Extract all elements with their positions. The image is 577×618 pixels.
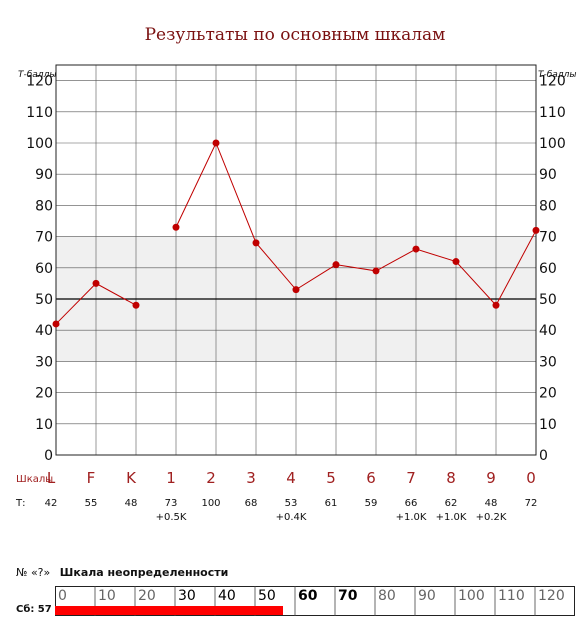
scale-tick-label: 60 [298, 588, 318, 604]
y-tick-label-right: 90 [539, 167, 557, 183]
y-tick-label-right: 70 [539, 230, 557, 246]
scale-tick-label: 80 [378, 588, 396, 604]
data-point-6 [372, 267, 380, 275]
y-tick-label-left: 0 [44, 448, 53, 464]
uncertainty-score-label: Сб: 57 [16, 604, 52, 615]
data-point-7 [412, 245, 420, 253]
t-value-label: 100 [201, 498, 220, 509]
y-tick-label-left: 10 [35, 417, 53, 433]
y-tick-label-left: 100 [26, 136, 53, 152]
x-tick-label: 5 [326, 469, 336, 487]
scale-tick-label: 30 [178, 588, 196, 604]
scale-tick-label: 0 [58, 588, 67, 604]
data-point-L [52, 320, 60, 328]
scale-tick-label: 20 [138, 588, 156, 604]
y-tick-label-right: 30 [539, 354, 557, 370]
y-tick-label-right: 10 [539, 417, 557, 433]
scale-tick-label: 90 [418, 588, 436, 604]
y-tick-label-left: 20 [35, 386, 53, 402]
correction-label: +1.0K [396, 512, 427, 523]
y-axis-label-right: Т-баллы [538, 70, 576, 80]
code-label: «?» [30, 566, 51, 579]
t-value-label: 68 [245, 498, 258, 509]
chart-title: Результаты по основным шкалам [145, 25, 446, 45]
x-tick-label: 0 [526, 469, 536, 487]
y-tick-label-left: 110 [26, 105, 53, 121]
y-tick-label-right: 40 [539, 323, 557, 339]
x-tick-label: 7 [406, 469, 416, 487]
x-tick-label: 3 [246, 469, 256, 487]
data-point-1 [172, 223, 180, 231]
y-tick-label-right: 60 [539, 261, 557, 277]
y-tick-label-left: 80 [35, 198, 53, 214]
y-tick-label-right: 80 [539, 198, 557, 214]
t-row-label: Т: [15, 498, 25, 509]
data-point-F [92, 279, 100, 287]
scale-tick-label: 10 [98, 588, 116, 604]
data-point-9 [492, 301, 500, 309]
x-tick-label: 6 [366, 469, 376, 487]
x-tick-label: 4 [286, 469, 296, 487]
y-tick-label-right: 100 [539, 136, 566, 152]
scale-tick-label: 100 [458, 588, 485, 604]
t-value-label: 73 [165, 498, 178, 509]
data-point-3 [252, 239, 260, 247]
data-point-2 [212, 139, 220, 147]
t-value-label: 48 [125, 498, 138, 509]
line-chart: Результаты по основным шкалам Т-баллы Т-… [15, 25, 576, 523]
t-value-label: 59 [365, 498, 378, 509]
number-label: № [16, 566, 28, 579]
y-tick-label-right: 0 [539, 448, 548, 464]
t-value-label: 61 [325, 498, 338, 509]
x-tick-label: 2 [206, 469, 216, 487]
uncertainty-scale: 0 10 20 30 40 50 60 70 80 90 100 110 120 [55, 586, 575, 616]
y-tick-label-right: 120 [539, 74, 566, 90]
scale-tick-label: 70 [338, 588, 358, 604]
x-tick-label: 8 [446, 469, 456, 487]
y-tick-label-left: 60 [35, 261, 53, 277]
x-axis-label: Шкалы [16, 474, 53, 485]
correction-label: +0.2K [476, 512, 507, 523]
uncertainty-bar [55, 606, 283, 615]
scale-tick-label: 40 [218, 588, 236, 604]
x-tick-label: F [87, 469, 96, 487]
plot-border [55, 64, 537, 456]
t-value-label: 62 [445, 498, 458, 509]
t-value-label: 66 [405, 498, 418, 509]
y-tick-label-right: 50 [539, 292, 557, 308]
data-point-4 [292, 286, 300, 294]
x-tick-label: K [126, 469, 137, 487]
t-value-label: 53 [285, 498, 298, 509]
x-tick-label: L [47, 469, 56, 487]
scale-tick-label: 110 [498, 588, 525, 604]
t-value-label: 48 [485, 498, 498, 509]
data-point-5 [332, 261, 340, 269]
uncertainty-header: № «?» Шкала неопределенности [16, 566, 228, 579]
y-tick-label-right: 110 [539, 105, 566, 121]
y-tick-label-left: 90 [35, 167, 53, 183]
series-line [175, 141, 537, 307]
t-value-label: 72 [525, 498, 538, 509]
y-axis-label-left: Т-баллы [18, 70, 56, 80]
y-tick-label-left: 120 [26, 74, 53, 90]
scale-frame [55, 586, 575, 616]
t-value-label: 42 [45, 498, 58, 509]
data-point-8 [452, 258, 460, 266]
y-tick-label-left: 40 [35, 323, 53, 339]
x-tick-label: 9 [486, 469, 496, 487]
data-point-K [132, 301, 140, 309]
scale-tick-label: 50 [258, 588, 276, 604]
y-tick-label-left: 70 [35, 230, 53, 246]
x-tick-label: 1 [166, 469, 176, 487]
uncertainty-title: Шкала неопределенности [59, 566, 229, 579]
correction-label: +0.4K [276, 512, 307, 523]
y-tick-label-left: 50 [35, 292, 53, 308]
data-point-0 [532, 226, 540, 234]
correction-label: +1.0K [436, 512, 467, 523]
y-tick-label-right: 20 [539, 386, 557, 402]
correction-label: +0.5K [156, 512, 187, 523]
scale-tick-label: 120 [538, 588, 565, 604]
t-value-label: 55 [85, 498, 98, 509]
y-tick-label-left: 30 [35, 354, 53, 370]
